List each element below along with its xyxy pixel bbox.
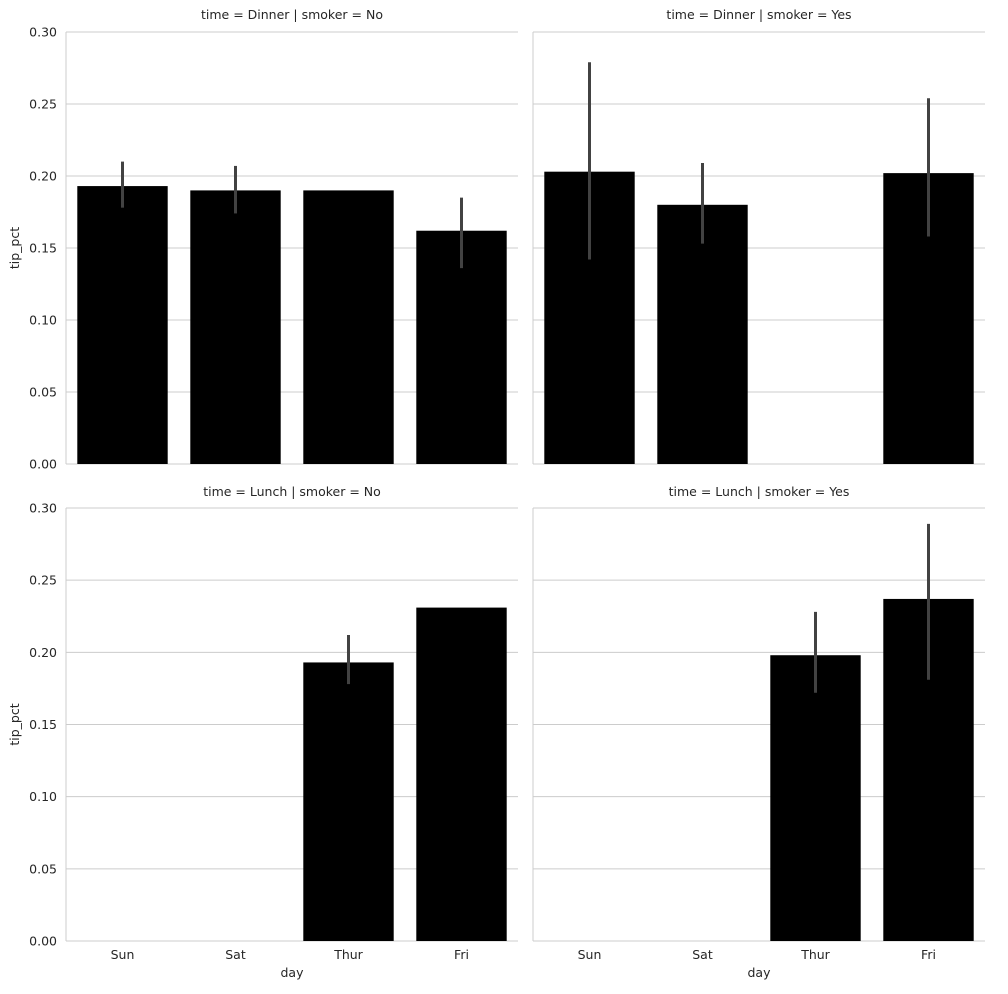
y-tick-label: 0.20 — [29, 645, 57, 660]
y-tick-label: 0.25 — [29, 573, 57, 588]
bar-sun — [77, 186, 168, 464]
y-tick-label: 0.15 — [29, 241, 57, 256]
x-tick-label: Sun — [578, 947, 602, 962]
panel-title: time = Dinner | smoker = Yes — [666, 7, 851, 22]
x-axis-label: day — [281, 965, 305, 980]
x-tick-label: Sat — [692, 947, 713, 962]
x-tick-label: Sat — [225, 947, 246, 962]
bar-fri — [416, 607, 507, 941]
panel-title: time = Lunch | smoker = No — [203, 484, 381, 499]
x-tick-label: Sun — [111, 947, 135, 962]
y-tick-label: 0.00 — [29, 934, 57, 949]
y-tick-label: 0.05 — [29, 385, 57, 400]
x-tick-label: Thur — [333, 947, 363, 962]
bar-sat — [657, 204, 748, 465]
bar-sat — [190, 190, 281, 464]
y-tick-label: 0.05 — [29, 861, 57, 876]
x-tick-label: Fri — [454, 947, 469, 962]
y-tick-label: 0.10 — [29, 789, 57, 804]
y-axis-label: tip_pct — [7, 703, 22, 745]
x-tick-label: Fri — [921, 947, 936, 962]
y-tick-label: 0.20 — [29, 169, 57, 184]
y-tick-label: 0.25 — [29, 97, 57, 112]
y-tick-label: 0.30 — [29, 25, 57, 40]
x-axis-label: day — [748, 965, 772, 980]
y-tick-label: 0.10 — [29, 313, 57, 328]
x-tick-label: Thur — [800, 947, 830, 962]
y-tick-label: 0.30 — [29, 501, 57, 516]
bar-fri — [416, 230, 507, 464]
bar-thur — [303, 662, 394, 941]
bar-thur — [770, 655, 861, 941]
y-tick-label: 0.15 — [29, 717, 57, 732]
bar-thur — [303, 190, 394, 464]
y-tick-label: 0.00 — [29, 457, 57, 472]
y-axis-label: tip_pct — [7, 227, 22, 269]
panel-title: time = Lunch | smoker = Yes — [669, 484, 850, 499]
panel-title: time = Dinner | smoker = No — [201, 7, 383, 22]
